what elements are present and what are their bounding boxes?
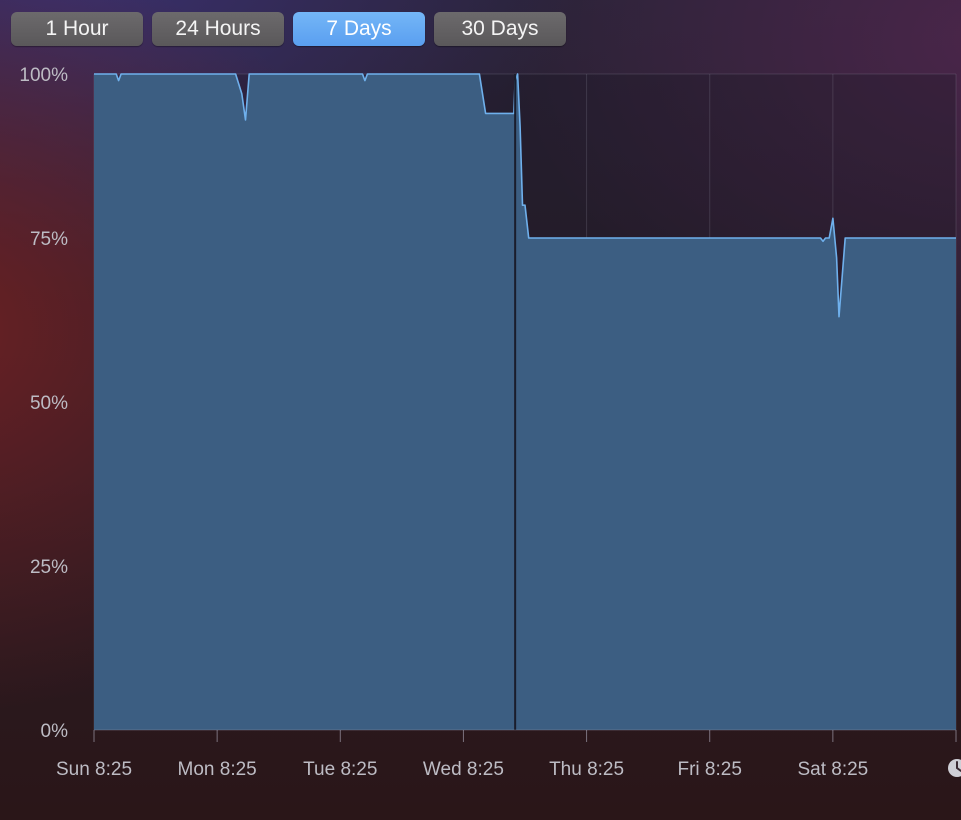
time-range-tabs: 1 Hour 24 Hours 7 Days 30 Days (11, 12, 566, 46)
x-tick-label: Mon 8:25 (178, 759, 257, 780)
y-tick-label: 75% (30, 229, 68, 250)
tab-1-hour[interactable]: 1 Hour (11, 12, 143, 46)
clock-icon (948, 759, 961, 777)
x-tick-label: Sat 8:25 (797, 759, 868, 780)
y-tick-label: 100% (19, 65, 68, 86)
tab-7-days[interactable]: 7 Days (293, 12, 425, 46)
tab-24-hours[interactable]: 24 Hours (152, 12, 284, 46)
y-tick-label: 25% (30, 557, 68, 578)
x-tick-label: Wed 8:25 (423, 759, 504, 780)
x-tick-label: Sun 8:25 (56, 759, 132, 780)
tab-30-days[interactable]: 30 Days (434, 12, 566, 46)
y-tick-label: 50% (30, 393, 68, 414)
x-tick-label: Fri 8:25 (678, 759, 742, 780)
series-line (94, 73, 956, 318)
x-tick-label: Tue 8:25 (303, 759, 377, 780)
y-tick-label: 0% (41, 721, 69, 742)
x-tick-label: Thu 8:25 (549, 759, 624, 780)
